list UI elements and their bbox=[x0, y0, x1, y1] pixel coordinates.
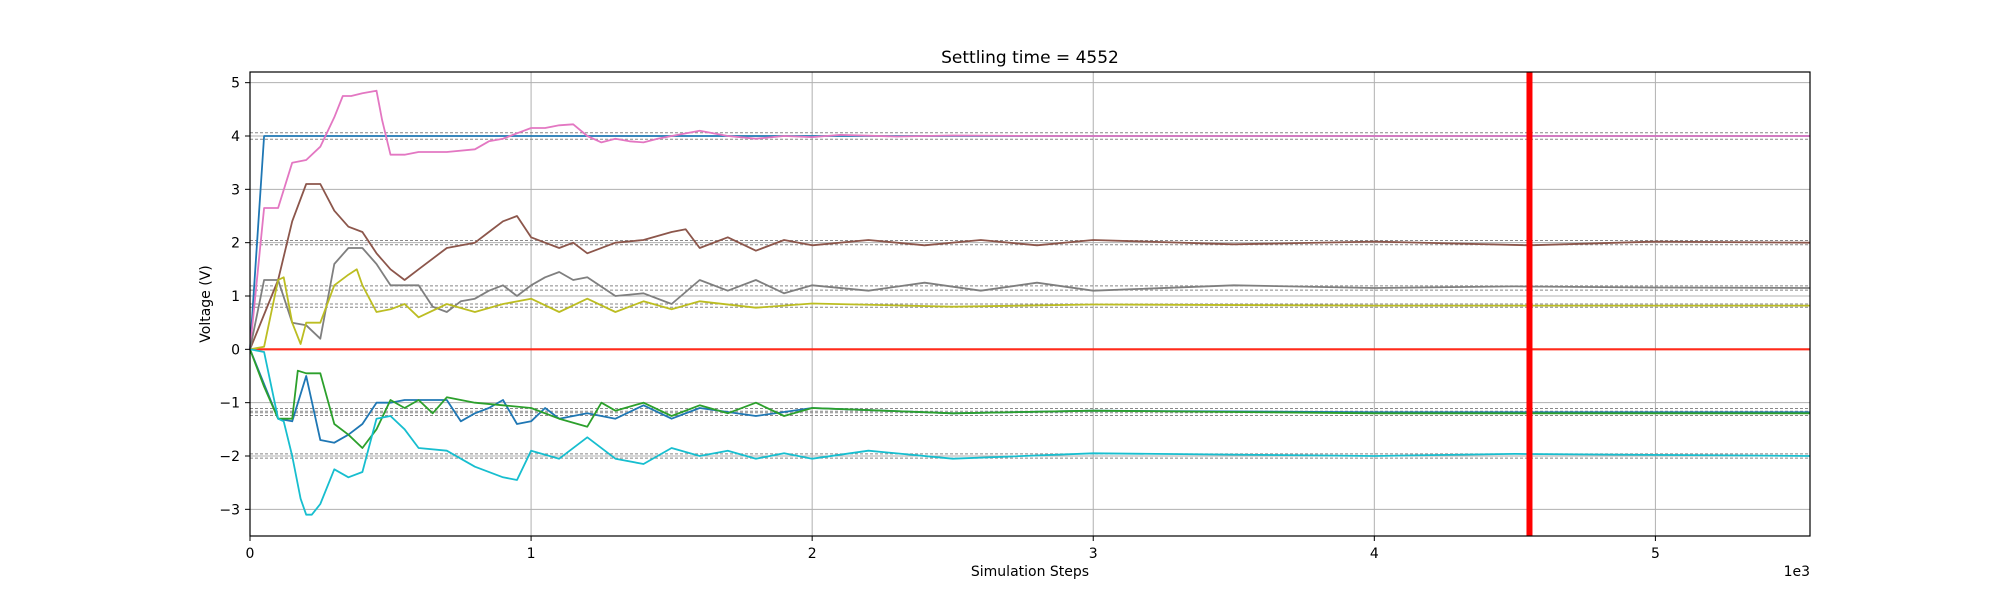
x-tick-label: 1 bbox=[527, 546, 536, 562]
series-line-5 bbox=[249, 268, 1810, 351]
x-axis-offset-text: 1e3 bbox=[1784, 564, 1810, 580]
series-line-2 bbox=[249, 89, 1810, 350]
y-tick-label: −2 bbox=[219, 449, 240, 465]
x-tick-label: 5 bbox=[1651, 546, 1660, 562]
y-ticks: −3 −2 −1 0 1 2 3 4 5 bbox=[219, 76, 250, 518]
y-tick-label: 3 bbox=[231, 182, 240, 198]
y-tick-label: 0 bbox=[231, 342, 240, 358]
y-axis-label: Voltage (V) bbox=[198, 265, 214, 342]
y-tick-label: 5 bbox=[231, 76, 240, 92]
x-tick-label: 4 bbox=[1370, 546, 1379, 562]
x-tick-label: 3 bbox=[1089, 546, 1098, 562]
chart-title: Settling time = 4552 bbox=[941, 48, 1119, 68]
y-tick-label: 1 bbox=[231, 289, 240, 305]
x-axis-label: Simulation Steps bbox=[971, 564, 1089, 580]
x-ticks: 0 1 2 3 4 5 bbox=[246, 536, 1660, 562]
y-tick-label: −1 bbox=[219, 396, 240, 412]
y-tick-label: 2 bbox=[231, 236, 240, 252]
series-line-3 bbox=[249, 183, 1811, 350]
y-tick-label: 4 bbox=[231, 129, 240, 145]
x-tick-label: 0 bbox=[246, 546, 255, 562]
series-line-4 bbox=[249, 247, 1811, 350]
series-line-7 bbox=[249, 348, 1810, 449]
series-lines bbox=[249, 89, 1811, 516]
x-tick-label: 2 bbox=[808, 546, 817, 562]
series-line-6 bbox=[249, 348, 1810, 444]
plot-frame bbox=[249, 71, 1811, 537]
series-line-8 bbox=[249, 348, 1811, 516]
y-tick-label: −3 bbox=[219, 502, 240, 518]
